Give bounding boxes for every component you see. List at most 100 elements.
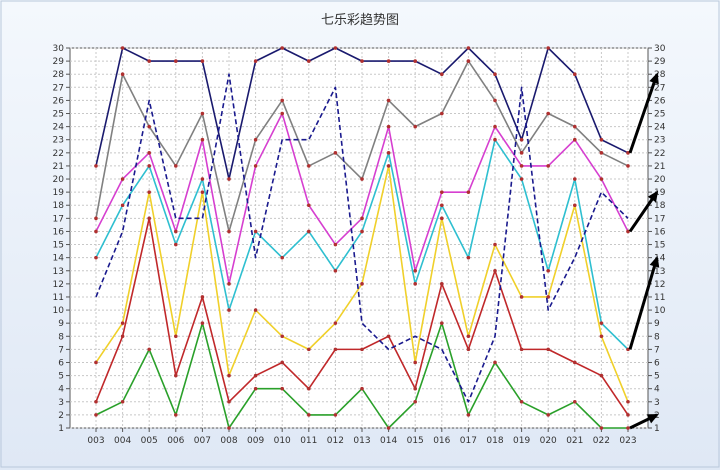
data-point — [546, 413, 550, 417]
data-point — [440, 72, 444, 77]
data-point — [413, 386, 418, 391]
y-tick-label-right: 14 — [654, 254, 666, 264]
y-tick-label-left: 10 — [53, 306, 65, 316]
data-point — [174, 59, 178, 63]
data-point — [307, 164, 311, 168]
y-tick-label-left: 23 — [53, 136, 64, 146]
y-tick-label-right: 18 — [654, 201, 666, 211]
data-point — [200, 295, 205, 299]
y-tick-label-right: 24 — [654, 123, 666, 133]
x-tick-label: 016 — [433, 436, 450, 446]
data-point — [546, 164, 550, 168]
data-point — [253, 137, 258, 142]
x-tick-label: 017 — [460, 436, 477, 446]
data-point — [200, 321, 205, 325]
x-tick-label: 020 — [540, 436, 557, 446]
data-point — [626, 399, 630, 404]
data-point — [626, 426, 630, 430]
y-tick-label-right: 11 — [654, 293, 665, 303]
data-point — [519, 347, 524, 352]
data-point — [174, 242, 178, 247]
data-point — [307, 413, 311, 417]
y-axis-left: 1234567891011121314151617181920212223242… — [53, 44, 70, 434]
data-point — [227, 308, 231, 312]
data-point — [519, 177, 524, 181]
data-point — [174, 413, 178, 417]
y-tick-label-right: 25 — [654, 110, 665, 120]
data-point — [466, 190, 471, 194]
series-line-8 — [95, 73, 629, 403]
data-point — [280, 46, 285, 50]
data-point — [307, 59, 311, 63]
data-point — [227, 282, 231, 286]
data-point — [280, 255, 285, 260]
y-tick-label-right: 13 — [654, 267, 665, 277]
data-point — [466, 413, 471, 417]
data-point — [253, 59, 258, 63]
data-point — [599, 321, 604, 325]
data-point — [360, 229, 364, 234]
x-tick-label: 005 — [141, 436, 158, 446]
y-tick-label-left: 24 — [53, 123, 65, 133]
y-tick-label-left: 6 — [58, 358, 64, 368]
x-tick-label: 021 — [566, 436, 583, 446]
data-point — [599, 334, 604, 339]
data-point — [626, 164, 630, 168]
data-point — [253, 164, 258, 168]
x-tick-label: 011 — [300, 436, 317, 446]
data-point — [386, 164, 391, 168]
y-tick-label-right: 4 — [654, 385, 660, 395]
x-tick-label: 012 — [327, 436, 344, 446]
data-point — [519, 399, 524, 404]
data-point — [120, 399, 125, 404]
data-point — [280, 386, 285, 391]
data-point — [200, 137, 205, 142]
x-tick-label: 003 — [87, 436, 104, 446]
data-point — [546, 268, 550, 273]
data-point — [546, 46, 550, 50]
data-point — [227, 229, 231, 234]
x-tick-label: 009 — [247, 436, 264, 446]
data-point — [413, 282, 418, 286]
y-tick-label-left: 14 — [53, 254, 65, 264]
y-tick-label-left: 12 — [53, 280, 64, 290]
x-tick-label: 018 — [486, 436, 503, 446]
data-point — [413, 59, 418, 63]
data-point — [573, 399, 577, 404]
data-point — [120, 72, 125, 77]
data-point — [573, 360, 577, 365]
data-point — [94, 216, 98, 221]
data-point — [360, 386, 364, 391]
data-point — [546, 111, 550, 116]
data-point — [360, 347, 364, 352]
y-tick-label-right: 7 — [654, 345, 660, 355]
y-tick-label-right: 6 — [654, 358, 660, 368]
y-tick-label-left: 17 — [53, 214, 64, 224]
data-point — [386, 124, 391, 129]
y-tick-label-left: 22 — [53, 149, 64, 159]
x-tick-label: 008 — [220, 436, 237, 446]
data-point — [253, 386, 258, 391]
data-point — [519, 295, 524, 299]
data-point — [360, 282, 364, 286]
y-tick-label-right: 26 — [654, 96, 666, 106]
data-point — [200, 59, 205, 63]
data-point — [599, 426, 604, 430]
y-tick-label-right: 3 — [654, 398, 660, 408]
x-tick-label: 013 — [353, 436, 370, 446]
data-point — [573, 177, 577, 181]
data-point — [599, 137, 604, 142]
data-point — [147, 216, 151, 221]
data-point — [227, 426, 231, 430]
data-point — [333, 413, 338, 417]
y-tick-label-right: 23 — [654, 136, 665, 146]
data-point — [333, 268, 338, 273]
data-point — [333, 242, 338, 247]
data-point — [626, 413, 630, 417]
data-point — [466, 46, 471, 50]
data-point — [333, 46, 338, 50]
y-tick-label-left: 27 — [53, 83, 64, 93]
data-point — [147, 347, 151, 352]
data-point — [333, 347, 338, 352]
data-point — [519, 164, 524, 168]
